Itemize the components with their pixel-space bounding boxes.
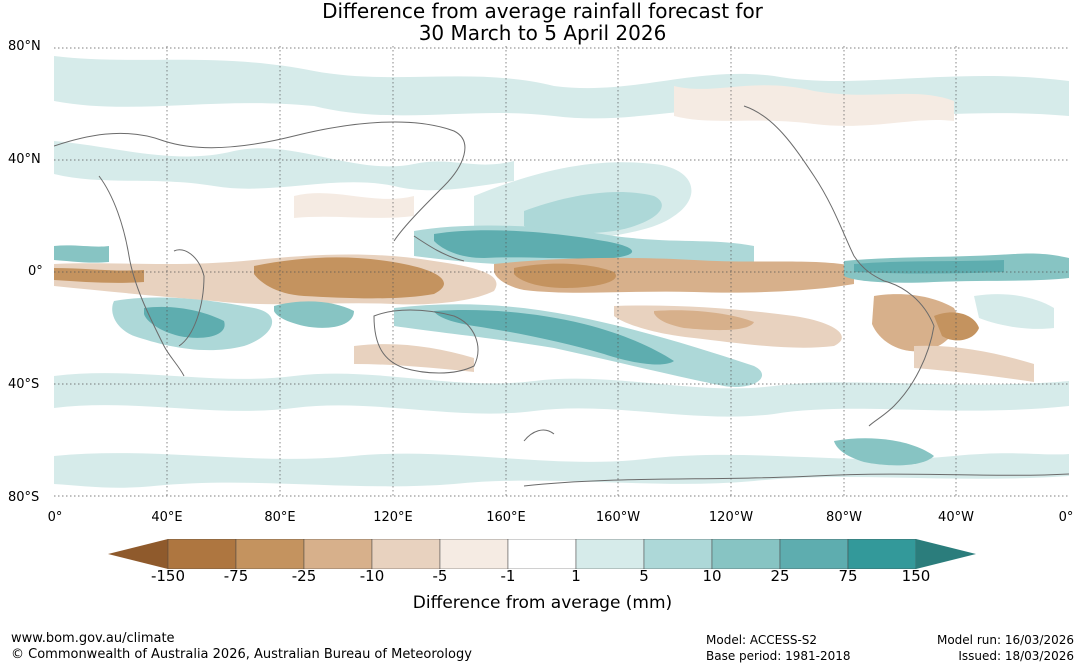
rainfall-anomaly-map xyxy=(54,46,1069,498)
map-canvas xyxy=(54,46,1069,498)
base-period: Base period: 1981-2018 xyxy=(706,649,851,663)
website-link[interactable]: www.bom.gov.au/climate xyxy=(11,631,175,646)
graticule xyxy=(54,46,1069,498)
lon-label-160e: 160°E xyxy=(486,510,526,525)
colorbar-tick-label: 25 xyxy=(770,567,790,585)
lon-label-80w: 80°W xyxy=(826,510,862,525)
colorbar-tick-label: 75 xyxy=(838,567,858,585)
title-line-1: Difference from average rainfall forecas… xyxy=(322,0,763,23)
model-name: Model: ACCESS-S2 xyxy=(706,633,818,647)
lon-label-80e: 80°E xyxy=(264,510,296,525)
colorbar-bin xyxy=(439,539,509,569)
colorbar-tick-label: -150 xyxy=(150,567,186,585)
colorbar-tick-label: 150 xyxy=(901,567,931,585)
colorbar-bin xyxy=(507,539,577,569)
colorbar-tick-label: 10 xyxy=(702,567,722,585)
colorbar-extend-high xyxy=(916,539,976,569)
colorbar-bin xyxy=(371,539,441,569)
coastlines xyxy=(54,105,1069,487)
footer-dates: Model run: 16/03/2026 Issued: 18/03/2026 xyxy=(937,632,1074,664)
colorbar-bin xyxy=(847,539,917,569)
lat-label-80s: 80°S xyxy=(8,490,40,505)
footer-left: www.bom.gov.au/climate © Commonwealth of… xyxy=(11,631,472,663)
colorbar-tick-label: -5 xyxy=(432,567,448,585)
lon-label-40e: 40°E xyxy=(151,510,183,525)
lat-label-40s: 40°S xyxy=(8,377,40,392)
colorbar-bin xyxy=(235,539,305,569)
model-run-date: Model run: 16/03/2026 xyxy=(936,633,1074,647)
colorbar-bin xyxy=(167,539,237,569)
colorbar-bin xyxy=(779,539,849,569)
lon-label-120w: 120°W xyxy=(708,510,754,525)
lon-label-40w: 40°W xyxy=(938,510,974,525)
lat-label-40n: 40°N xyxy=(8,152,41,167)
colorbar-title: Difference from average (mm) xyxy=(412,593,673,613)
colorbar-tick-label: -1 xyxy=(500,567,516,585)
lon-label-0-east: 0° xyxy=(1058,510,1074,525)
colorbar-tick-label: 5 xyxy=(639,567,649,585)
colorbar-extend-low xyxy=(108,539,168,569)
colorbar-bin xyxy=(643,539,713,569)
copyright-text: © Commonwealth of Australia 2026, Austra… xyxy=(11,647,472,662)
issued-date: Issued: 18/03/2026 xyxy=(958,649,1074,663)
lon-label-0-west: 0° xyxy=(47,510,63,525)
colorbar-tick-label: -25 xyxy=(291,567,317,585)
lon-label-120e: 120°E xyxy=(373,510,413,525)
colorbar-bin xyxy=(303,539,373,569)
colorbar-tick-label: 1 xyxy=(571,567,581,585)
colorbar-tick-label: -10 xyxy=(359,567,385,585)
lat-label-0: 0° xyxy=(28,264,43,279)
colorbar-bins xyxy=(167,539,917,569)
colorbar xyxy=(108,539,976,569)
map-title: Difference from average rainfall forecas… xyxy=(0,0,1085,44)
lon-label-160w: 160°W xyxy=(595,510,641,525)
lat-label-80n: 80°N xyxy=(8,39,41,54)
colorbar-bin xyxy=(711,539,781,569)
title-line-2: 30 March to 5 April 2026 xyxy=(418,21,667,45)
anomaly-field xyxy=(54,56,1069,488)
footer-model-info: Model: ACCESS-S2 Base period: 1981-2018 xyxy=(706,632,851,664)
colorbar-bin xyxy=(575,539,645,569)
colorbar-tick-label: -75 xyxy=(223,567,249,585)
